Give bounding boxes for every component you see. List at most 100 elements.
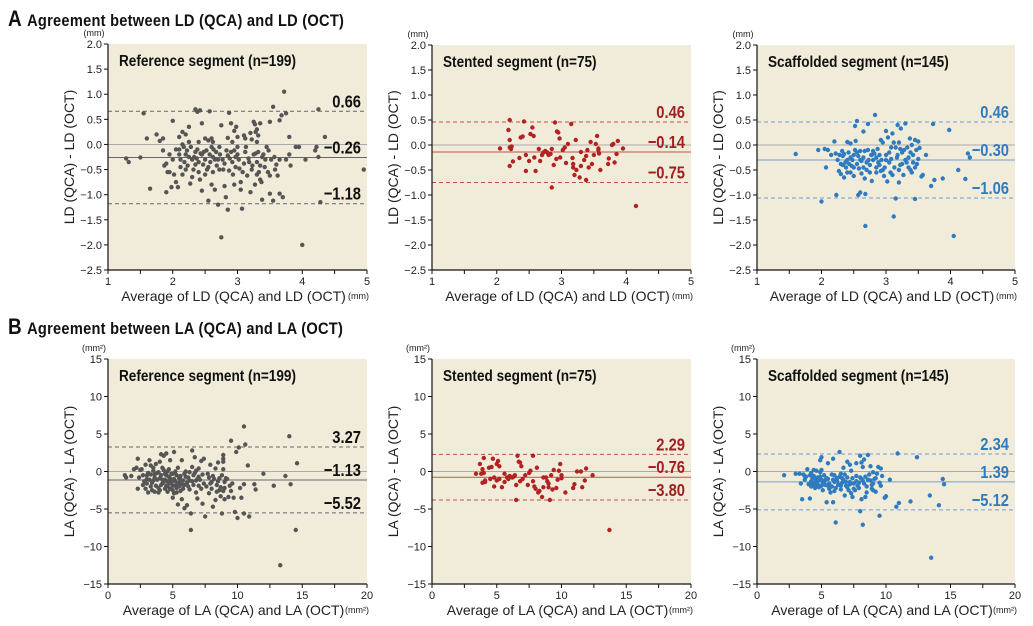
data-point (824, 500, 829, 505)
data-point (551, 467, 556, 473)
data-point (179, 497, 185, 502)
data-point (589, 161, 595, 167)
data-point (300, 242, 305, 248)
data-point (526, 158, 532, 164)
data-point (234, 449, 239, 455)
data-point (832, 488, 837, 494)
lower-limit-label: −3.80 (648, 481, 685, 501)
data-point (200, 501, 205, 506)
data-point (819, 467, 824, 473)
data-point (519, 464, 524, 469)
data-point (873, 489, 878, 494)
data-point (126, 159, 131, 165)
data-point (846, 150, 851, 155)
data-point (316, 154, 321, 160)
data-point (144, 481, 150, 486)
panel-title: Reference segment (n=199) (119, 53, 296, 70)
data-point (502, 471, 507, 476)
x-tick-label: 2 (170, 276, 176, 288)
data-point (928, 555, 934, 560)
data-point (513, 482, 519, 488)
data-point (834, 478, 840, 483)
data-point (854, 161, 860, 167)
data-point (218, 485, 223, 490)
y-unit-label: (mm²) (731, 343, 755, 353)
data-point (860, 522, 865, 527)
data-point (256, 169, 262, 175)
data-point (830, 500, 836, 505)
data-point (279, 113, 284, 118)
data-point (246, 156, 251, 161)
data-point (851, 173, 856, 179)
y-axis-label: LD (QCA) - LD (OCT) (385, 90, 401, 225)
data-point (870, 481, 876, 486)
data-point (143, 486, 148, 491)
data-point (314, 144, 319, 150)
data-point (239, 495, 244, 500)
data-point (254, 127, 260, 132)
data-point (197, 177, 203, 182)
x-unit-label: (mm²) (993, 605, 1017, 615)
data-point (177, 134, 182, 140)
mean-difference-label: −1.13 (324, 461, 361, 481)
upper-limit-label: 0.46 (656, 103, 685, 123)
y-tick-label: −1.0 (80, 190, 102, 202)
data-point (198, 151, 203, 156)
data-point (563, 490, 568, 495)
x-tick-label: 10 (231, 590, 243, 602)
data-point (147, 477, 152, 482)
data-point (940, 176, 945, 181)
data-point (488, 476, 493, 482)
data-point (170, 157, 175, 162)
data-point (143, 462, 148, 467)
data-point (807, 496, 813, 501)
data-point (947, 127, 952, 133)
data-point (491, 484, 497, 489)
data-point (283, 473, 288, 479)
data-point (316, 107, 321, 112)
data-point (185, 163, 190, 168)
x-tick-label: 5 (818, 590, 824, 602)
data-point (189, 174, 195, 180)
upper-limit-label: 0.66 (332, 92, 361, 112)
data-point (217, 476, 222, 481)
data-point (865, 452, 871, 458)
data-point (218, 494, 223, 499)
data-point (206, 475, 212, 480)
data-point (277, 191, 282, 196)
x-tick-label: 0 (429, 590, 435, 602)
data-point (186, 484, 191, 489)
x-tick-label: 15 (620, 590, 632, 602)
data-point (940, 476, 945, 482)
section-heading-b: Agreement between LA (QCA) and LA (OCT) (27, 319, 344, 338)
data-point (570, 485, 576, 491)
x-tick-label: 20 (685, 590, 697, 602)
data-point (901, 147, 907, 153)
data-point (580, 485, 585, 490)
data-point (248, 130, 253, 136)
data-point (903, 121, 908, 126)
x-tick-label: 4 (299, 276, 305, 288)
data-point (204, 167, 210, 172)
data-point (164, 161, 169, 166)
data-point (473, 471, 479, 476)
data-point (869, 178, 875, 184)
data-point (182, 506, 187, 511)
data-point (583, 466, 589, 471)
data-point (215, 460, 221, 465)
data-point (834, 192, 839, 198)
data-point (868, 478, 873, 483)
data-point (874, 170, 879, 175)
data-point (123, 475, 129, 480)
data-point (549, 185, 554, 190)
data-point (607, 527, 612, 533)
data-point (206, 138, 211, 143)
data-point (805, 467, 810, 472)
data-point (293, 527, 298, 533)
data-point (182, 482, 187, 488)
data-point (520, 134, 525, 139)
data-point (883, 128, 889, 134)
data-point (232, 509, 238, 515)
lower-limit-label: −0.75 (648, 163, 685, 183)
